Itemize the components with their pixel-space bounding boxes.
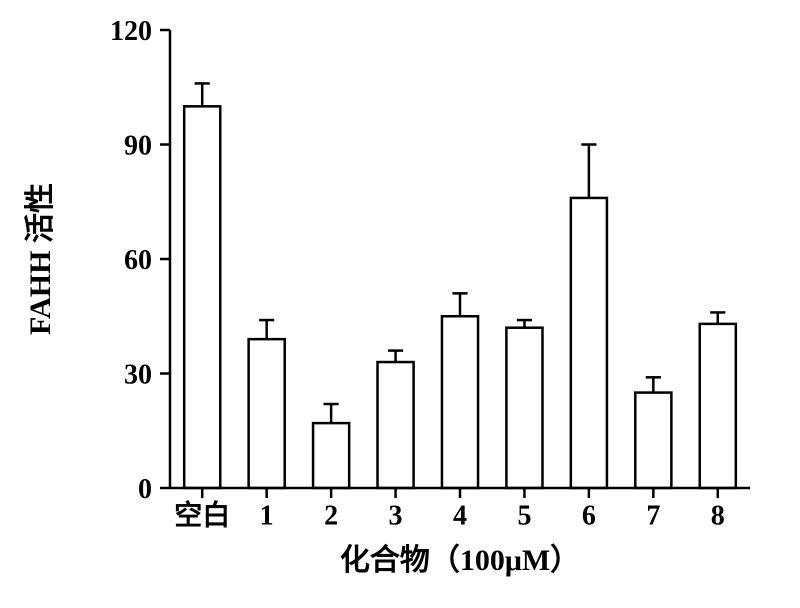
bar-8 bbox=[700, 324, 736, 488]
x-tick-label: 7 bbox=[646, 501, 660, 532]
bar-5 bbox=[506, 328, 542, 488]
x-tick-label: 4 bbox=[453, 501, 467, 532]
bar-1 bbox=[249, 339, 285, 488]
y-tick-label: 0 bbox=[138, 474, 152, 505]
x-tick-label: 2 bbox=[324, 501, 338, 532]
x-tick-label: 空白 bbox=[174, 499, 230, 532]
chart-svg: 空白 1 2 3 4 5 6 7 8 0 30 60 90 120 FAHH 活性化合物（100μM） bbox=[0, 0, 800, 608]
x-axis-label: 化合物（100μM） bbox=[340, 543, 580, 577]
y-tick-label: 120 bbox=[110, 16, 152, 47]
bar-2 bbox=[313, 423, 349, 488]
bar-空白 bbox=[184, 106, 220, 488]
bar-4 bbox=[442, 316, 478, 488]
x-tick-label: 6 bbox=[582, 501, 596, 532]
y-tick-label: 60 bbox=[124, 245, 152, 276]
y-axis-label: FAHH 活性 bbox=[24, 183, 57, 335]
y-tick-label: 90 bbox=[124, 130, 152, 161]
bar-chart: 空白 1 2 3 4 5 6 7 8 0 30 60 90 120 FAHH 活性化合物（100μM） bbox=[0, 0, 800, 608]
bar-3 bbox=[378, 362, 414, 488]
bar-6 bbox=[571, 198, 607, 488]
x-tick-label: 3 bbox=[389, 501, 403, 532]
x-tick-label: 1 bbox=[260, 501, 274, 532]
x-tick-label: 5 bbox=[517, 501, 531, 532]
x-tick-label: 8 bbox=[711, 501, 725, 532]
bar-7 bbox=[635, 393, 671, 488]
y-tick-label: 30 bbox=[124, 359, 152, 390]
